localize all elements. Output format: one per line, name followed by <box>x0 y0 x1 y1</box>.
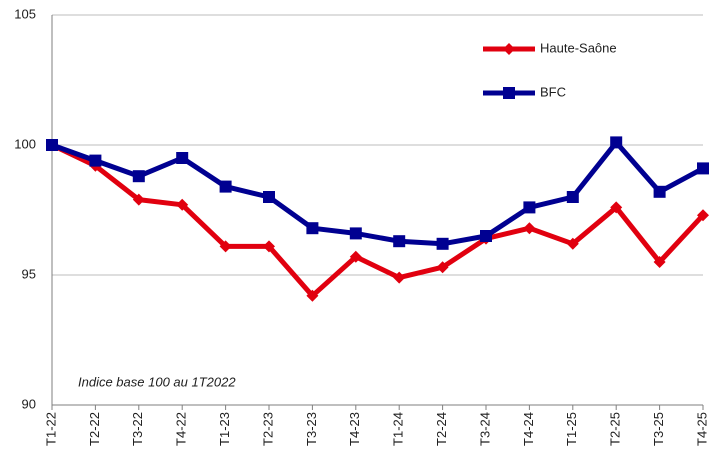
data-point <box>566 237 579 250</box>
x-tick-label: T4-24 <box>521 412 536 446</box>
legend-marker <box>503 87 515 99</box>
data-point <box>653 256 666 268</box>
data-point <box>697 162 709 175</box>
x-tick-label: T1-24 <box>391 412 406 446</box>
data-point <box>176 198 189 211</box>
x-tick-label: T2-22 <box>87 412 102 446</box>
x-tick-label: T1-25 <box>564 412 579 446</box>
data-point <box>263 191 275 203</box>
x-tick-label: T3-25 <box>651 412 666 446</box>
y-tick-label: 95 <box>22 266 36 281</box>
data-point <box>653 185 666 198</box>
data-point <box>306 222 319 235</box>
x-tick-label: T2-23 <box>260 412 275 446</box>
annotation: Indice base 100 au 1T2022 <box>78 374 236 389</box>
x-tick-label: T4-22 <box>174 412 189 446</box>
x-tick-label: T4-23 <box>347 412 362 446</box>
legend-label: Haute-Saône <box>540 40 617 55</box>
data-point <box>219 180 232 193</box>
data-point <box>480 230 492 242</box>
series-line <box>51 139 705 247</box>
data-point <box>219 240 232 253</box>
x-tick-label: T2-24 <box>434 412 449 446</box>
data-point <box>393 271 406 284</box>
x-tick-label: T3-22 <box>130 412 145 446</box>
x-tick-label: T3-23 <box>304 412 319 446</box>
data-point <box>46 139 58 151</box>
data-point <box>697 209 709 222</box>
y-tick-label: 105 <box>14 6 36 21</box>
data-point <box>566 191 579 203</box>
data-point <box>176 152 189 164</box>
legend-label: BFC <box>540 84 566 99</box>
data-point <box>523 222 536 235</box>
data-point <box>132 193 145 206</box>
x-tick-label: T2-25 <box>608 412 623 446</box>
legend-marker <box>503 43 515 55</box>
x-tick-label: T1-22 <box>43 412 58 446</box>
data-point <box>132 170 145 183</box>
series-line <box>50 142 705 299</box>
data-point <box>610 136 623 149</box>
x-tick-label: T1-23 <box>217 412 232 446</box>
data-point <box>263 240 275 253</box>
x-tick-label: T4-25 <box>694 412 709 446</box>
data-point <box>89 154 102 167</box>
data-point <box>306 289 319 302</box>
data-point <box>349 250 362 263</box>
data-point <box>523 201 536 214</box>
data-point <box>393 235 406 248</box>
data-point <box>436 237 449 250</box>
x-tick-label: T3-24 <box>477 412 492 446</box>
data-point <box>436 261 449 274</box>
data-point <box>349 227 362 240</box>
y-tick-label: 90 <box>22 396 36 411</box>
data-point <box>610 201 623 214</box>
y-tick-label: 100 <box>14 136 36 151</box>
